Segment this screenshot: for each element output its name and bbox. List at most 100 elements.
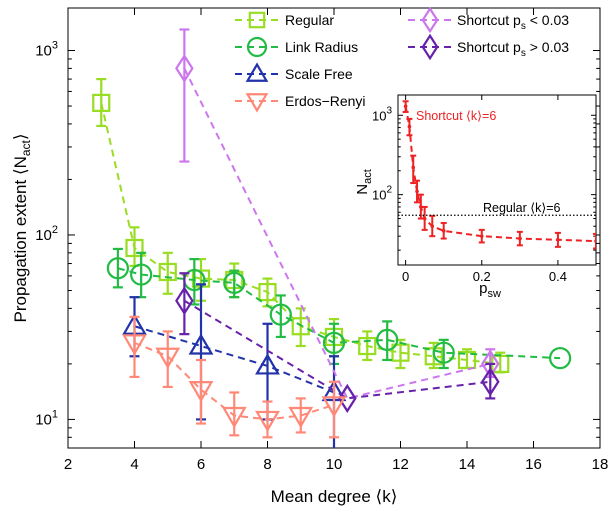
legend-marker xyxy=(245,62,269,82)
legend-item-shortcut-p-s-0-03: Shortcut ps > 0.03 xyxy=(408,33,569,61)
data-point xyxy=(255,410,280,433)
data-point xyxy=(130,263,153,286)
legend-item-shortcut-p-s-0-03: Shortcut ps < 0.03 xyxy=(408,6,569,34)
data-point xyxy=(158,262,177,282)
data-point xyxy=(221,406,247,429)
series-erdos-renyi xyxy=(122,315,347,439)
data-point xyxy=(175,53,194,83)
legend-marker xyxy=(248,11,266,29)
legend-label: Scale Free xyxy=(285,66,353,82)
x-tick-label: 18 xyxy=(592,456,609,473)
x-tick-label: 8 xyxy=(263,456,271,473)
data-point xyxy=(403,104,408,109)
data-point xyxy=(479,234,484,238)
inset-annotation-shortcut: Shortcut ⟨k⟩=6 xyxy=(416,109,496,123)
data-point xyxy=(122,334,147,356)
series-line xyxy=(183,67,491,400)
data-point xyxy=(422,216,427,221)
data-point xyxy=(223,271,246,294)
data-point xyxy=(548,347,572,370)
data-point xyxy=(255,353,280,375)
y-axis-label-end: ⟩ xyxy=(11,133,30,140)
inset-x-label-main: p xyxy=(479,280,487,297)
inset-series xyxy=(398,100,596,250)
x-tick-label: 14 xyxy=(459,456,476,473)
y-tick-label: 103 xyxy=(372,105,392,123)
x-tick-label: 10 xyxy=(326,456,343,473)
inset-ticks: 0 0.2 0.4 102 103 xyxy=(372,95,596,284)
legend-label: Regular xyxy=(285,12,334,28)
x-tick-label: 6 xyxy=(197,456,205,473)
data-point xyxy=(556,238,560,242)
data-point xyxy=(391,343,410,362)
data-point xyxy=(288,406,314,429)
legend-marker xyxy=(246,36,268,58)
inset-y-axis-label: Nact xyxy=(354,169,374,195)
legend-label: Erdos−Renyi xyxy=(285,93,366,109)
inset-x-axis-label: psw xyxy=(479,280,501,300)
x-tick-label: 4 xyxy=(130,456,138,473)
x-axis-label: Mean degree ⟨k⟩ xyxy=(271,487,398,506)
y-axis-label: Propagation extent ⟨Nact⟩ xyxy=(11,133,33,322)
data-point xyxy=(441,229,446,233)
legend-label: Shortcut ps > 0.03 xyxy=(457,39,569,59)
data-point xyxy=(321,396,347,418)
y-tick-label: 102 xyxy=(35,224,58,244)
series-line xyxy=(183,299,491,400)
x-tick-label: 0 xyxy=(402,269,409,284)
data-point xyxy=(188,381,214,403)
data-point xyxy=(106,257,129,280)
inset-y-label-main: N xyxy=(354,184,371,195)
legend-marker xyxy=(245,93,269,113)
series-shortcut-p-s-0-03 xyxy=(175,272,500,413)
main-series xyxy=(92,28,572,448)
data-point xyxy=(125,238,144,258)
legend-label: Shortcut ps < 0.03 xyxy=(457,12,569,32)
x-tick-label: 16 xyxy=(525,456,542,473)
data-point xyxy=(358,336,377,356)
y-tick-label: 103 xyxy=(35,40,58,60)
inset-annotation-regular: Regular ⟨k⟩=6 xyxy=(483,201,561,215)
legend-item-erdos-renyi: Erdos−Renyi xyxy=(235,93,366,113)
data-point xyxy=(322,331,346,354)
legend-item-link-radius: Link Radius xyxy=(235,36,358,58)
data-point xyxy=(430,224,435,229)
x-tick-label: 0.4 xyxy=(549,269,567,284)
data-point xyxy=(411,165,416,170)
y-axis-label-sub: act xyxy=(19,139,33,156)
x-tick-label: 12 xyxy=(392,456,409,473)
inset-x-label-sub: sw xyxy=(487,288,501,300)
data-point xyxy=(291,317,310,336)
x-tick-label: 2 xyxy=(64,456,72,473)
legend-item-scale-free: Scale Free xyxy=(235,62,353,82)
data-point xyxy=(175,286,194,316)
data-point xyxy=(518,236,522,241)
data-point xyxy=(92,93,111,112)
legend: Regular Link Radius Scale Free Erdos−Renyi S… xyxy=(235,6,569,113)
main-ticks: 2 4 6 8 10 12 14 16 18 101 102 103 xyxy=(35,8,608,473)
legend-label: Link Radius xyxy=(285,39,358,55)
series-shortcut-k-6 xyxy=(402,100,596,250)
inset-y-label-sub: act xyxy=(362,169,374,184)
data-point xyxy=(155,347,181,369)
series-line xyxy=(134,325,335,394)
data-point xyxy=(457,350,477,370)
data-point xyxy=(415,189,419,194)
x-tick-label: 0.2 xyxy=(473,269,491,284)
data-point xyxy=(432,341,455,364)
y-tick-label: 102 xyxy=(372,185,392,203)
data-point xyxy=(188,333,214,355)
y-axis-label-main: Propagation extent ⟨N xyxy=(11,156,30,322)
data-point xyxy=(337,383,357,413)
data-point xyxy=(480,367,500,397)
legend-marker xyxy=(421,6,439,34)
y-tick-label: 101 xyxy=(35,408,58,428)
legend-item-regular: Regular xyxy=(235,11,334,29)
data-point xyxy=(407,124,412,129)
data-point xyxy=(258,283,277,302)
data-point xyxy=(594,239,596,243)
inset-plot: 0 0.2 0.4 102 103 Shortcut ⟨k⟩=6 Regular ⟨k⟩… xyxy=(354,94,597,300)
data-point xyxy=(376,328,399,351)
data-point xyxy=(269,303,292,326)
